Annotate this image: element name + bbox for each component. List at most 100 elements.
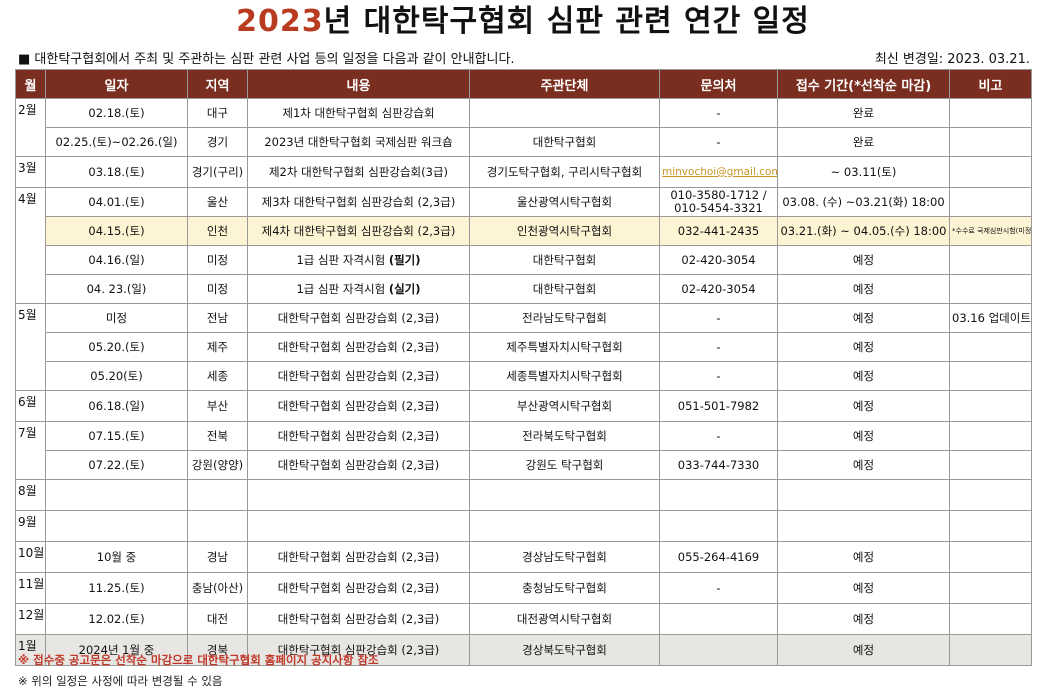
period-cell: ~ 03.11(토) xyxy=(777,156,950,188)
table-row: 2월 02.18.(토) 대구 제1차 대한탁구협회 심판강습회 - 완료 xyxy=(15,98,1032,157)
content-cell xyxy=(247,510,470,542)
date-cell xyxy=(45,510,188,542)
note-cell xyxy=(949,479,1032,511)
note-cell xyxy=(949,572,1032,604)
region-cell: 미정 xyxy=(187,274,248,304)
updated-date: 최신 변경일: 2023. 03.21. xyxy=(874,52,1030,67)
header-content: 내용 xyxy=(247,69,470,99)
contact-cell xyxy=(659,479,778,511)
date-cell: 07.15.(토) xyxy=(45,421,188,451)
host-cell: 세종특별자치시탁구협회 xyxy=(469,361,660,391)
table-row: 02.25.(토)~02.26.(일) 경기 2023년 대한탁구협회 국제심판… xyxy=(16,127,1032,157)
period-cell: 예정 xyxy=(777,361,950,391)
period-cell: 예정 xyxy=(777,541,950,573)
region-cell: 부산 xyxy=(187,390,248,422)
title-year: 2023 xyxy=(236,4,324,39)
table-row: 6월 06.18.(일) 부산 대한탁구협회 심판강습회 (2,3급) 부산광역… xyxy=(15,390,1032,422)
table-row-highlighted: 04.15.(토) 인천 제4차 대한탁구협회 심판강습회 (2,3급) 인천광… xyxy=(16,216,1032,246)
note-cell xyxy=(949,541,1032,573)
date-cell: 04.15.(토) xyxy=(45,216,188,246)
table-row: 3월 03.18.(토) 경기(구리) 제2차 대한탁구협회 심판강습회(3급)… xyxy=(15,156,1032,188)
host-cell xyxy=(469,98,660,128)
content-emphasis: (실기) xyxy=(388,282,421,296)
period-cell: 예정 xyxy=(777,450,950,480)
contact-email-link[interactable]: minvochoi@gmail.com xyxy=(659,156,778,188)
note-cell: *수수료 국제심판시험(미정) xyxy=(949,216,1032,246)
contact-cell xyxy=(659,634,778,666)
contact-cell: 02-420-3054 xyxy=(659,245,778,275)
date-cell xyxy=(45,479,188,511)
table-header-row: 월 일자 지역 내용 주관단체 문의처 접수 기간(*선착순 마감) 비고 xyxy=(15,69,1032,99)
contact-cell: 032-441-2435 xyxy=(659,216,778,246)
contact-cell: - xyxy=(659,127,778,157)
date-cell: 11.25.(토) xyxy=(45,572,188,604)
period-cell: 예정 xyxy=(777,603,950,635)
period-cell: 완료 xyxy=(777,98,950,128)
content-cell: 대한탁구협회 심판강습회 (2,3급) xyxy=(247,332,470,362)
date-cell: 04.16.(일) xyxy=(45,245,188,275)
content-cell: 2023년 대한탁구협회 국제심판 워크숍 xyxy=(247,127,470,157)
table-row: 8월 xyxy=(15,479,1032,511)
host-cell xyxy=(469,479,660,511)
region-cell: 강원(양양) xyxy=(187,450,248,480)
month-cell: 11월 xyxy=(15,572,46,604)
region-cell: 경기(구리) xyxy=(187,156,248,188)
contact-line-2: 010-5454-3321 xyxy=(674,201,763,215)
host-cell: 경상남도탁구협회 xyxy=(469,541,660,573)
region-cell: 대전 xyxy=(187,603,248,635)
content-cell: 대한탁구협회 심판강습회 (2,3급) xyxy=(247,421,470,451)
table-row-next-year: 1월 2024년 1월 중 경북 대한탁구협회 심판강습회 (2,3급) 경상북… xyxy=(15,634,1032,666)
content-cell: 1급 심판 자격시험 (필기) xyxy=(247,245,470,275)
date-cell: 07.22.(토) xyxy=(45,450,188,480)
content-cell: 대한탁구협회 심판강습회 (2,3급) xyxy=(247,603,470,635)
note-cell xyxy=(949,245,1032,275)
host-cell: 경기도탁구협회, 구리시탁구협회 xyxy=(469,156,660,188)
header-date: 일자 xyxy=(45,69,188,99)
note-cell xyxy=(949,510,1032,542)
region-cell: 미정 xyxy=(187,245,248,275)
table-row: 05.20.(토) 제주 대한탁구협회 심판강습회 (2,3급) 제주특별자치시… xyxy=(16,332,1032,362)
contact-cell: 033-744-7330 xyxy=(659,450,778,480)
period-cell: 예정 xyxy=(777,421,950,451)
date-cell: 05.20.(토) xyxy=(45,332,188,362)
content-emphasis: (필기) xyxy=(388,253,421,267)
month-cell: 6월 xyxy=(15,390,46,422)
period-cell: 완료 xyxy=(777,127,950,157)
note-cell xyxy=(949,187,1032,217)
region-cell: 인천 xyxy=(187,216,248,246)
table-row: 04.16.(일) 미정 1급 심판 자격시험 (필기) 대한탁구협회 02-4… xyxy=(16,245,1032,275)
period-cell: 예정 xyxy=(777,303,950,333)
date-cell: 04.01.(토) xyxy=(45,187,188,217)
note-cell xyxy=(949,98,1032,128)
host-cell: 강원도 탁구협회 xyxy=(469,450,660,480)
contact-cell xyxy=(659,603,778,635)
table-row: 9월 xyxy=(15,510,1032,542)
table-row: 10월 10월 중 경남 대한탁구협회 심판강습회 (2,3급) 경상남도탁구협… xyxy=(15,541,1032,573)
region-cell: 경북 xyxy=(187,634,248,666)
host-cell: 경상북도탁구협회 xyxy=(469,634,660,666)
table-row: 07.22.(토) 강원(양양) 대한탁구협회 심판강습회 (2,3급) 강원도… xyxy=(16,450,1032,480)
host-cell: 전라남도탁구협회 xyxy=(469,303,660,333)
month-cell: 7월 xyxy=(15,421,46,480)
note-cell xyxy=(949,603,1032,635)
contact-cell xyxy=(659,510,778,542)
header-region: 지역 xyxy=(187,69,248,99)
period-cell: 예정 xyxy=(777,572,950,604)
content-cell: 제2차 대한탁구협회 심판강습회(3급) xyxy=(247,156,470,188)
region-cell: 충남(아산) xyxy=(187,572,248,604)
note-cell xyxy=(949,390,1032,422)
period-cell: 예정 xyxy=(777,274,950,304)
content-cell: 대한탁구협회 심판강습회 (2,3급) xyxy=(247,450,470,480)
month-cell: 4월 xyxy=(15,187,46,304)
period-cell: 예정 xyxy=(777,634,950,666)
region-cell: 경남 xyxy=(187,541,248,573)
host-cell: 충청남도탁구협회 xyxy=(469,572,660,604)
content-cell: 대한탁구협회 심판강습회 (2,3급) xyxy=(247,541,470,573)
month-cell: 9월 xyxy=(15,510,46,542)
host-cell: 대한탁구협회 xyxy=(469,274,660,304)
header-period: 접수 기간(*선착순 마감) xyxy=(777,69,950,99)
contact-cell: - xyxy=(659,303,778,333)
subtitle-text: ■ 대한탁구협회에서 주최 및 주관하는 심판 관련 사업 등의 일정을 다음과… xyxy=(18,52,515,67)
period-cell: 예정 xyxy=(777,332,950,362)
month-cell: 1월 xyxy=(15,634,46,666)
